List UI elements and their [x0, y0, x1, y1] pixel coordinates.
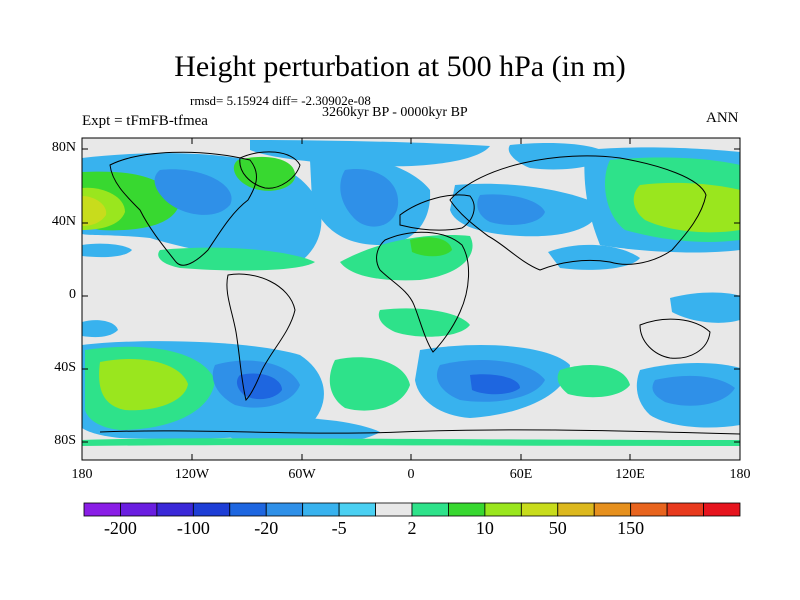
lat-label: 80N	[51, 140, 76, 155]
colorbar-swatch	[192, 502, 231, 517]
colorbar-swatch	[484, 502, 522, 517]
africa-outline	[376, 231, 470, 353]
lon-label: 0	[407, 467, 415, 482]
colorbar-swatch	[630, 502, 668, 517]
season-label: ANN	[706, 110, 739, 126]
colorbar-label: 2	[407, 518, 417, 538]
map-title: Height perturbation at 500 hPa (in m)	[174, 50, 626, 83]
australia-outline	[639, 318, 711, 359]
colorbar-swatch	[448, 502, 486, 517]
region-tropics-green-west	[158, 247, 315, 271]
south-america-outline	[226, 273, 296, 401]
stats-subtitle: rmsd= 5.15924 diff= -2.30902e-08	[190, 93, 371, 108]
region-s-pacific-light-blue	[82, 320, 118, 338]
region-w-pacific-light-blue	[670, 292, 740, 323]
colorbar-swatch	[375, 502, 413, 517]
colorbar-label: 50	[548, 518, 567, 538]
region-asia-yellowgreen	[633, 182, 740, 233]
contour-field	[82, 138, 740, 460]
period-subtitle: 3260kyr BP - 0000kyr BP	[322, 105, 468, 120]
region-greenland-green	[233, 156, 296, 191]
coastlines	[99, 151, 740, 435]
region-arctic-light-blue	[250, 140, 490, 167]
region-s-atlantic-green	[378, 308, 470, 337]
region-s-america-dark-blue	[236, 373, 282, 400]
asia-outline	[449, 155, 707, 271]
region-africa-green-core	[410, 237, 452, 257]
axis-ticks	[81, 138, 741, 460]
colorbar-swatch	[338, 502, 376, 517]
colorbar-label: -200	[103, 518, 137, 538]
lon-label: 60W	[288, 467, 316, 482]
region-siberia-light-blue	[508, 143, 610, 170]
lat-label: 80S	[54, 433, 76, 448]
colorbar-swatch	[265, 502, 304, 517]
greenland-outline	[239, 151, 301, 189]
colorbar-label: 150	[617, 518, 645, 538]
colorbar-swatch	[156, 502, 194, 517]
colorbar-label: 10	[475, 518, 494, 538]
lon-label: 60E	[509, 467, 533, 482]
colorbar-swatch	[520, 502, 559, 517]
region-eurasia-blue	[477, 194, 545, 225]
colorbar-label: -100	[176, 518, 210, 538]
colorbar-swatch	[557, 502, 595, 517]
region-s-w-pacific-blue	[652, 375, 735, 406]
region-antarctic-neutral	[82, 445, 740, 460]
experiment-label: Expt = tFmFB-tfmea	[82, 113, 208, 129]
lat-label: 0	[69, 287, 76, 302]
lat-label: 40S	[54, 360, 76, 375]
colorbar-label: -20	[254, 518, 279, 538]
colorbar-swatch	[666, 502, 704, 517]
europe-outline	[399, 194, 475, 231]
lon-label: 180	[729, 467, 751, 482]
region-n-america-blue	[154, 169, 232, 215]
region-e-pacific-light-blue	[82, 243, 132, 258]
region-n-pacific-yellow	[82, 196, 107, 226]
colorbar-swatch	[302, 502, 340, 517]
region-s-atlantic-green-south	[329, 357, 410, 411]
region-s-pacific-yellowgreen	[99, 358, 188, 411]
colorbar-label: -5	[331, 518, 347, 538]
colorbar-swatch	[120, 502, 158, 517]
north-america-outline	[109, 151, 257, 266]
lon-label: 120W	[174, 467, 210, 482]
region-n-atlantic-blue	[340, 169, 399, 227]
region-s-indian-dark-blue	[470, 374, 520, 395]
lon-label: 180	[71, 467, 93, 482]
colorbar-swatch	[593, 502, 632, 517]
lat-label: 40N	[51, 214, 76, 229]
lon-label: 120E	[615, 467, 645, 482]
colorbar-swatch	[229, 502, 267, 517]
colorbar-swatch	[83, 502, 121, 517]
region-s-indian-green	[557, 365, 630, 398]
colorbar	[83, 502, 741, 517]
colorbar-swatch	[703, 502, 741, 517]
colorbar-swatch	[411, 502, 449, 517]
antarctica-outline	[99, 429, 740, 435]
